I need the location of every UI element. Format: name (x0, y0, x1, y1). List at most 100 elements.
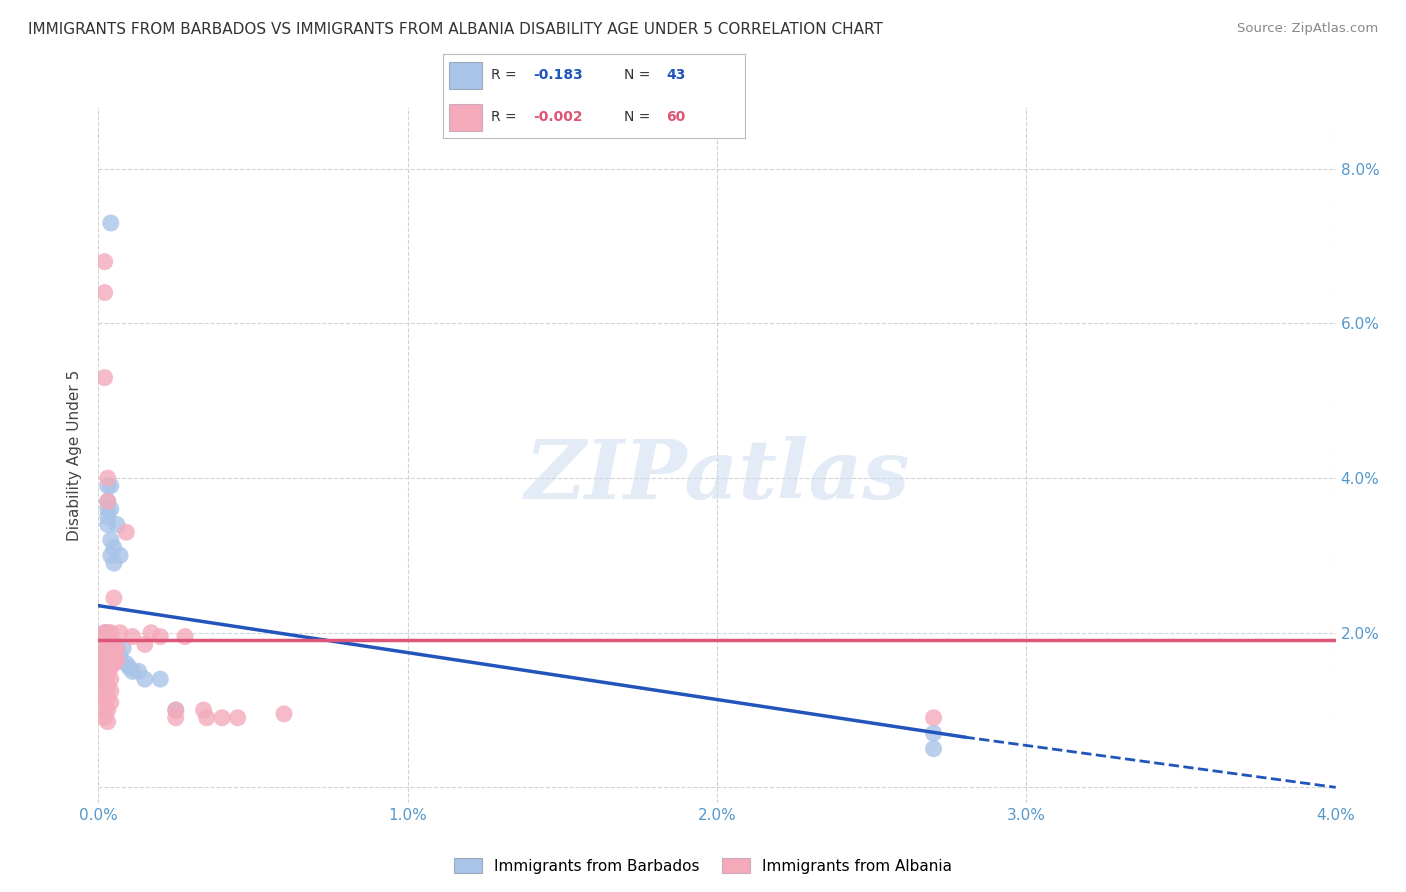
Point (226, 711, 249, 725)
Point (90, 630, 112, 644)
Point (149, 630, 172, 644)
Point (93, 648, 115, 663)
Point (100, 672, 122, 686)
Y-axis label: Disability Age Under 5: Disability Age Under 5 (67, 369, 83, 541)
Point (211, 711, 233, 725)
Point (93, 691, 115, 706)
Point (93, 254, 115, 268)
Point (103, 591, 125, 605)
Point (93, 637, 115, 651)
Point (90, 688, 112, 702)
Point (93, 637, 115, 651)
Point (90, 653, 112, 667)
Point (100, 641, 122, 656)
Point (139, 625, 162, 640)
Point (100, 648, 122, 663)
Text: -0.183: -0.183 (534, 68, 583, 82)
Text: R =: R = (491, 110, 522, 124)
Point (93, 680, 115, 694)
Point (90, 668, 112, 682)
Point (100, 625, 122, 640)
Point (193, 703, 215, 717)
Point (97, 637, 120, 651)
Point (105, 517, 128, 532)
Point (93, 653, 115, 667)
Point (922, 726, 945, 740)
Point (165, 703, 187, 717)
Point (273, 706, 295, 721)
Point (97, 494, 120, 508)
Point (108, 648, 131, 663)
Text: IMMIGRANTS FROM BARBADOS VS IMMIGRANTS FROM ALBANIA DISABILITY AGE UNDER 5 CORRE: IMMIGRANTS FROM BARBADOS VS IMMIGRANTS F… (28, 22, 883, 37)
Text: 43: 43 (666, 68, 686, 82)
Point (108, 625, 131, 640)
Point (121, 665, 143, 679)
Point (93, 645, 115, 659)
Point (115, 657, 138, 671)
Point (90, 630, 112, 644)
Point (922, 741, 945, 756)
Point (93, 665, 115, 679)
Point (105, 641, 128, 656)
Point (121, 630, 143, 644)
Point (97, 517, 120, 532)
Point (97, 479, 120, 493)
Point (174, 630, 197, 644)
Point (93, 285, 115, 300)
Point (149, 672, 172, 686)
Point (100, 660, 122, 674)
Point (97, 691, 120, 706)
Text: N =: N = (624, 68, 655, 82)
Point (90, 645, 112, 659)
FancyBboxPatch shape (449, 62, 482, 89)
Point (103, 637, 125, 651)
Point (97, 502, 120, 516)
Point (100, 683, 122, 698)
Point (90, 653, 112, 667)
Point (90, 676, 112, 690)
Point (97, 509, 120, 524)
Point (100, 549, 122, 563)
Point (93, 370, 115, 384)
Text: ZIPatlas: ZIPatlas (524, 436, 910, 516)
Point (105, 641, 128, 656)
Text: N =: N = (624, 110, 655, 124)
Point (93, 633, 115, 648)
Point (90, 645, 112, 659)
Point (103, 648, 125, 663)
Point (165, 711, 187, 725)
Point (90, 660, 112, 674)
Point (100, 533, 122, 547)
Point (93, 680, 115, 694)
Point (93, 657, 115, 671)
Point (165, 703, 187, 717)
Point (90, 637, 112, 651)
Text: 60: 60 (666, 110, 686, 124)
Point (93, 672, 115, 686)
Point (93, 711, 115, 725)
Point (93, 703, 115, 717)
Point (97, 714, 120, 729)
Point (134, 672, 156, 686)
Point (97, 648, 120, 663)
Point (105, 653, 128, 667)
Point (115, 525, 138, 540)
Point (100, 695, 122, 709)
Point (100, 502, 122, 516)
Point (118, 660, 141, 674)
Point (112, 641, 135, 656)
Point (100, 637, 122, 651)
Text: -0.002: -0.002 (534, 110, 583, 124)
Point (108, 549, 131, 563)
Point (103, 556, 125, 570)
Point (93, 625, 115, 640)
Point (103, 637, 125, 651)
Point (97, 660, 120, 674)
Point (134, 637, 156, 651)
FancyBboxPatch shape (449, 104, 482, 131)
Point (922, 711, 945, 725)
Point (97, 625, 120, 640)
Point (97, 637, 120, 651)
Point (97, 471, 120, 485)
Point (97, 668, 120, 682)
